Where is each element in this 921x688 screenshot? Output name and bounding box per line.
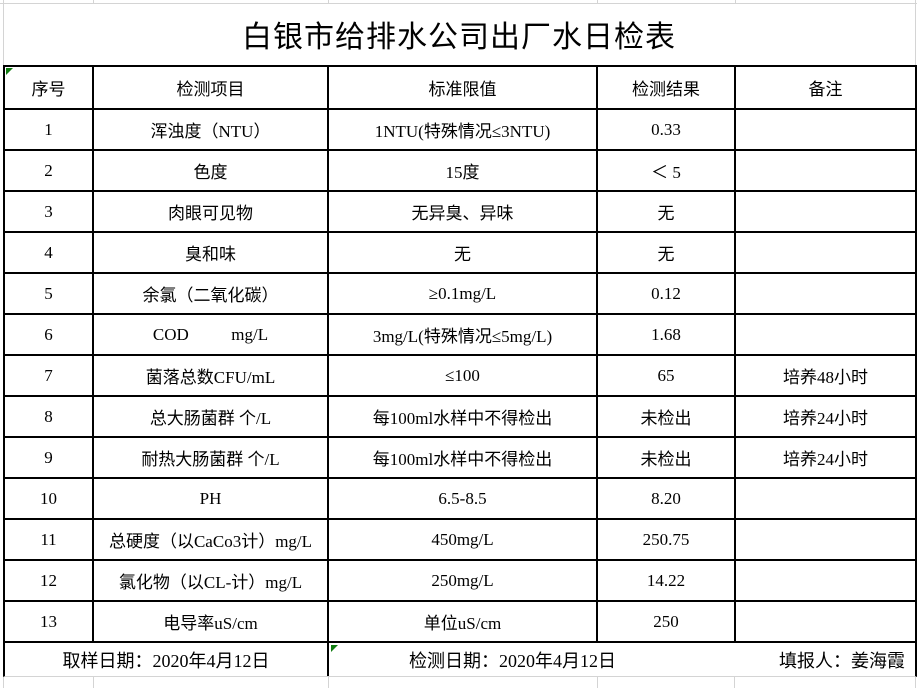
bottom-gridline-stub <box>734 677 735 688</box>
bottom-gridline-stub <box>328 677 329 688</box>
cell-remark[interactable] <box>736 151 915 190</box>
cell-result[interactable]: 250.75 <box>598 520 734 559</box>
cell-row-no[interactable]: 12 <box>5 561 92 600</box>
bottom-gridline-stub <box>597 677 598 688</box>
cell-item[interactable]: PH <box>94 479 327 518</box>
cell-remark[interactable] <box>736 561 915 600</box>
cell-row-no[interactable]: 4 <box>5 233 92 272</box>
cell-remark[interactable]: 培养24小时 <box>736 438 915 477</box>
bottom-gridline-stub <box>3 677 4 688</box>
cell-remark[interactable] <box>736 233 915 272</box>
cell-remark[interactable]: 培养48小时 <box>736 356 915 395</box>
cell-remark[interactable] <box>736 479 915 518</box>
cell-item[interactable]: 臭和味 <box>94 233 327 272</box>
cell-row-no[interactable]: 3 <box>5 192 92 231</box>
bottom-gridline-stub <box>915 677 916 688</box>
footer-right-cell[interactable]: 检测日期：2020年4月12日 填报人：姜海霞 <box>329 643 915 676</box>
cell-row-no[interactable]: 7 <box>5 356 92 395</box>
cell-item[interactable]: 电导率uS/cm <box>94 602 327 641</box>
page-title[interactable]: 白银市给排水公司出厂水日检表 <box>242 21 676 54</box>
cell-limit[interactable]: 每100ml水样中不得检出 <box>329 438 596 477</box>
cell-item[interactable]: 总硬度（以CaCo3计）mg/L <box>94 520 327 559</box>
cell-result[interactable]: ＜ 5 <box>598 151 734 190</box>
cell-item[interactable]: COD mg/L <box>94 315 327 354</box>
cell-item[interactable]: 耐热大肠菌群 个/L <box>94 438 327 477</box>
cell-item[interactable]: 总大肠菌群 个/L <box>94 397 327 436</box>
header-cell-no[interactable]: 序号 <box>5 67 92 108</box>
cell-limit[interactable]: 250mg/L <box>329 561 596 600</box>
reporter-label: 填报人：姜海霞 <box>779 650 905 671</box>
cell-remark[interactable] <box>736 602 915 641</box>
cell-limit[interactable]: 每100ml水样中不得检出 <box>329 397 596 436</box>
cell-item[interactable]: 色度 <box>94 151 327 190</box>
cell-result[interactable]: 8.20 <box>598 479 734 518</box>
cell-result[interactable]: 无 <box>598 233 734 272</box>
cell-error-indicator-icon <box>331 645 338 652</box>
cell-result[interactable]: 250 <box>598 602 734 641</box>
title-left-gridline <box>3 0 4 65</box>
cell-limit[interactable]: 无异臭、异味 <box>329 192 596 231</box>
cell-remark[interactable]: 培养24小时 <box>736 397 915 436</box>
cell-limit[interactable]: 无 <box>329 233 596 272</box>
cell-row-no[interactable]: 10 <box>5 479 92 518</box>
cell-limit[interactable]: ≥0.1mg/L <box>329 274 596 313</box>
top-gridline <box>0 3 917 4</box>
cell-remark[interactable] <box>736 274 915 313</box>
header-cell-item[interactable]: 检测项目 <box>94 67 327 108</box>
bottom-gridline-stub <box>93 677 94 688</box>
cell-limit[interactable]: 15度 <box>329 151 596 190</box>
top-gridline-stub <box>597 0 598 3</box>
cell-limit[interactable]: 1NTU(特殊情况≤3NTU) <box>329 110 596 149</box>
cell-result[interactable]: 无 <box>598 192 734 231</box>
cell-limit[interactable]: 3mg/L(特殊情况≤5mg/L) <box>329 315 596 354</box>
top-gridline-stub <box>328 0 329 3</box>
cell-item[interactable]: 肉眼可见物 <box>94 192 327 231</box>
cell-error-indicator-icon <box>6 68 13 75</box>
cell-row-no[interactable]: 8 <box>5 397 92 436</box>
cell-item[interactable]: 余氯（二氧化碳） <box>94 274 327 313</box>
top-gridline-stub <box>735 0 736 3</box>
cell-limit[interactable]: ≤100 <box>329 356 596 395</box>
cell-limit[interactable]: 450mg/L <box>329 520 596 559</box>
cell-result[interactable]: 65 <box>598 356 734 395</box>
cell-result[interactable]: 0.33 <box>598 110 734 149</box>
cell-item[interactable]: 菌落总数CFU/mL <box>94 356 327 395</box>
cell-row-no[interactable]: 9 <box>5 438 92 477</box>
test-date-label: 检测日期：2020年4月12日 <box>409 650 616 671</box>
cell-row-no[interactable]: 2 <box>5 151 92 190</box>
cell-row-no[interactable]: 5 <box>5 274 92 313</box>
cell-row-no[interactable]: 13 <box>5 602 92 641</box>
cell-item[interactable]: 氯化物（以CL-计）mg/L <box>94 561 327 600</box>
cell-remark[interactable] <box>736 192 915 231</box>
cell-remark[interactable] <box>736 315 915 354</box>
cell-limit[interactable]: 单位uS/cm <box>329 602 596 641</box>
cell-remark[interactable] <box>736 520 915 559</box>
cell-result[interactable]: 未检出 <box>598 438 734 477</box>
cell-result[interactable]: 未检出 <box>598 397 734 436</box>
title-right-gridline <box>915 0 916 65</box>
cell-row-no[interactable]: 6 <box>5 315 92 354</box>
header-cell-limit[interactable]: 标准限值 <box>329 67 596 108</box>
cell-result[interactable]: 0.12 <box>598 274 734 313</box>
footer-row: 取样日期：2020年4月12日 检测日期：2020年4月12日 填报人：姜海霞 <box>3 643 917 677</box>
daily-inspection-table: 序号 检测项目 标准限值 检测结果 备注 1 浑浊度（NTU） 1NTU(特殊情… <box>3 65 917 643</box>
cell-item[interactable]: 浑浊度（NTU） <box>94 110 327 149</box>
cell-row-no[interactable]: 1 <box>5 110 92 149</box>
top-gridline-stub <box>93 0 94 3</box>
cell-remark[interactable] <box>736 110 915 149</box>
cell-result[interactable]: 1.68 <box>598 315 734 354</box>
cell-result[interactable]: 14.22 <box>598 561 734 600</box>
header-cell-remark[interactable]: 备注 <box>736 67 915 108</box>
sampling-date-cell[interactable]: 取样日期：2020年4月12日 <box>5 643 329 676</box>
cell-limit[interactable]: 6.5-8.5 <box>329 479 596 518</box>
cell-row-no[interactable]: 11 <box>5 520 92 559</box>
header-cell-result[interactable]: 检测结果 <box>598 67 734 108</box>
